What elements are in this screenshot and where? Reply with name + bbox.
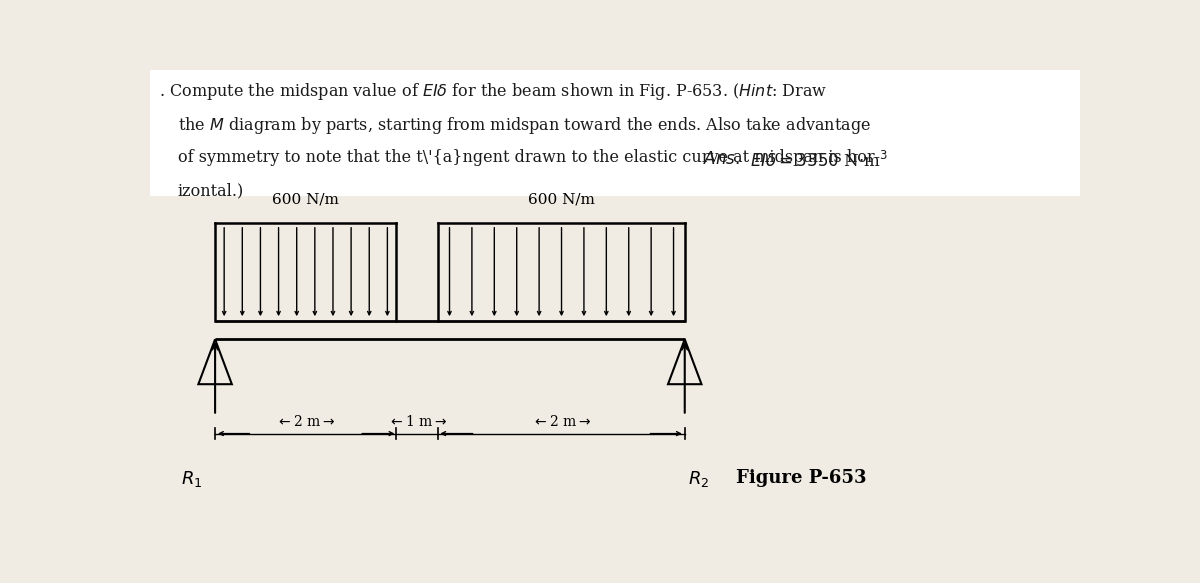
Text: . Compute the midspan value of $EI\delta$ for the beam shown in Fig. P-653. ($\m: . Compute the midspan value of $EI\delta… [160, 81, 828, 102]
FancyBboxPatch shape [150, 61, 1080, 196]
Text: of symmetry to note that the t\'{a}ngent drawn to the elastic curve at midspan i: of symmetry to note that the t\'{a}ngent… [178, 149, 880, 166]
Text: 600 N/m: 600 N/m [272, 193, 340, 207]
Text: $\mathit{Ans.}$: $\mathit{Ans.}$ [703, 151, 740, 168]
Text: Figure P-653: Figure P-653 [736, 469, 866, 487]
Text: $R_2$: $R_2$ [688, 469, 709, 490]
Text: the $M$ diagram by parts, starting from midspan toward the ends. Also take advan: the $M$ diagram by parts, starting from … [178, 115, 871, 136]
Text: $\leftarrow$1 m$\rightarrow$: $\leftarrow$1 m$\rightarrow$ [388, 414, 446, 429]
Text: $\leftarrow$2 m$\rightarrow$: $\leftarrow$2 m$\rightarrow$ [276, 414, 335, 429]
Text: $R_1$: $R_1$ [181, 469, 203, 490]
Text: 600 N/m: 600 N/m [528, 193, 595, 207]
Text: izontal.): izontal.) [178, 182, 244, 199]
Text: $\leftarrow$2 m$\rightarrow$: $\leftarrow$2 m$\rightarrow$ [532, 414, 592, 429]
Text: $EI\delta = 3350$ N$\cdot$m$^3$: $EI\delta = 3350$ N$\cdot$m$^3$ [750, 151, 888, 171]
